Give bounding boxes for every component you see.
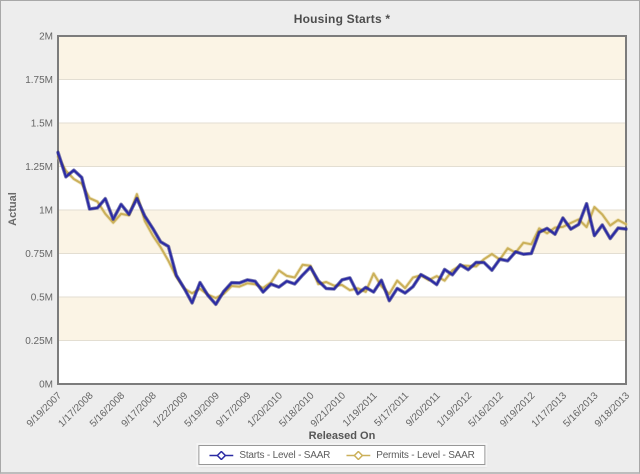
chart-title: Housing Starts * [293, 12, 391, 26]
legend-item-permits: Permits - Level - SAAR [346, 450, 475, 461]
starts-line [57, 151, 627, 306]
starts-legend-marker-icon [209, 451, 234, 460]
x-tick-label: 9/18/2013 [593, 390, 633, 430]
plot-band [58, 36, 626, 80]
y-tick-label: 2M [39, 32, 53, 43]
y-tick-label: 0.75M [25, 249, 53, 260]
permits-legend-marker-icon [346, 451, 371, 460]
plot-band [58, 79, 626, 123]
y-tick-label: 1.75M [25, 75, 53, 86]
y-tick-label: 1.5M [31, 119, 53, 130]
x-axis-title: Released On [308, 430, 376, 442]
plot-band [58, 123, 626, 167]
plot-band [58, 253, 626, 297]
legend-box: Starts - Level - SAAR Permits - Level - … [198, 445, 486, 465]
plot-band [58, 166, 626, 210]
permits-line [57, 155, 627, 299]
legend-label-starts: Starts - Level - SAAR [239, 450, 331, 461]
y-tick-label: 0M [39, 380, 53, 391]
legend-item-starts: Starts - Level - SAAR [209, 450, 330, 461]
y-tick-label: 0.25M [25, 336, 53, 347]
y-tick-label: 1.25M [25, 162, 53, 173]
plot-band [58, 340, 626, 384]
legend-label-permits: Permits - Level - SAAR [376, 450, 475, 461]
y-tick-label: 1M [39, 206, 53, 217]
y-tick-label: 0.5M [31, 293, 53, 304]
plot-border [57, 35, 627, 385]
plot-band [58, 297, 626, 341]
